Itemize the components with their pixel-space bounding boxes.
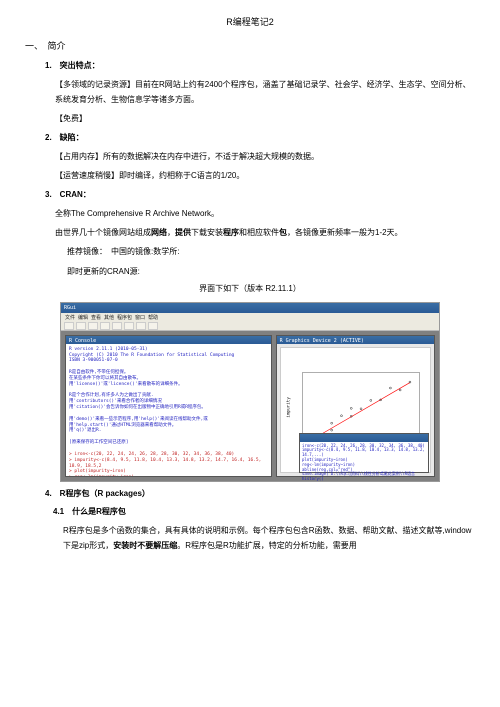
t: 下载安装	[191, 228, 223, 237]
screenshot-caption: 界面下如下（版本 R2.11.1）	[25, 283, 475, 296]
graphics-title: R Graphics Device 2 (ACTIVE)	[277, 336, 434, 344]
item-2-heading: 2. 缺陷：	[25, 132, 475, 145]
item-3-heading: 3. CRAN：	[25, 189, 475, 202]
toolbar-btn[interactable]	[100, 322, 110, 330]
item-3-p4: 即时更新的CRAN源:	[25, 264, 475, 279]
item-3-p1: 全称The Comprehensive R Archive Network。	[25, 206, 475, 221]
toolbar-btn[interactable]	[88, 322, 98, 330]
t: 和相应软件	[239, 228, 279, 237]
item-2-p2: 【运营速度稍慢】即时编译，约相称于C语言的1/20。	[25, 168, 475, 183]
item-3-p3: 推荐镜像： 中国的镜像:数学所:	[25, 244, 475, 259]
toolbar-btn[interactable]	[76, 322, 86, 330]
item-1-heading: 1. 突出特点：	[25, 60, 475, 73]
t: 提供	[175, 228, 191, 237]
toolbar-btn[interactable]	[64, 322, 74, 330]
section-1-heading: 一、 简介	[25, 39, 475, 53]
rgui-screenshot: RGui 文件 编辑 查看 其他 程序包 窗口 帮助 R Console R v…	[60, 302, 440, 482]
t: ，	[167, 228, 175, 237]
t: ，各镜像更新频率一般为1-2天。	[287, 228, 403, 237]
console-title: R Console	[66, 336, 271, 344]
t: 。R程序包是R功能扩展，特定的分析功能，需要用	[177, 541, 357, 550]
history-body[interactable]: iron<-c(20, 22, 24, 26, 28, 30, 32, 34, …	[300, 442, 428, 484]
item-2-p1: 【占用内存】所有的数据解决在内存中进行，不适于解决超大规模的数据。	[25, 149, 475, 164]
t: 包	[279, 228, 287, 237]
console-body[interactable]: R version 2.11.1 (2010-05-31)Copyright (…	[66, 344, 271, 476]
item-4-1-p1: R程序包是多个函数的集合，具有具体的说明和示例。每个程序包包含R函数、数据、帮助…	[25, 523, 475, 553]
rgui-title: RGui	[64, 304, 76, 312]
graphics-window: R Graphics Device 2 (ACTIVE) ironimpurit…	[276, 335, 435, 477]
t: 由世界几十个镜像网站组成	[55, 228, 151, 237]
item-1-p1: 【多领域的记录资源】目前在R网站上约有2400个程序包，涵盖了基础记录学、社会学…	[25, 77, 475, 107]
console-window: R Console R version 2.11.1 (2010-05-31)C…	[65, 335, 272, 477]
t: 网络	[151, 228, 167, 237]
toolbar-btn[interactable]	[124, 322, 134, 330]
toolbar-btn[interactable]	[136, 322, 146, 330]
item-3-p2: 由世界几十个镜像网站组成网络，提供下载安装程序和相应软件包，各镜像更新频率一般为…	[25, 225, 475, 240]
svg-text:impurity: impurity	[285, 396, 291, 417]
rgui-titlebar: RGui	[61, 303, 439, 313]
item-1-p2: 【免费】	[25, 111, 475, 126]
doc-title: R编程笔记2	[25, 15, 475, 29]
p1-label: 【多领域的记录资源】	[55, 80, 135, 89]
menubar[interactable]: 文件 编辑 查看 其他 程序包 窗口 帮助	[61, 313, 439, 321]
toolbar	[61, 321, 439, 331]
t: 安装时不要解压缩	[113, 541, 177, 550]
toolbar-btn[interactable]	[112, 322, 122, 330]
toolbar-btn[interactable]	[148, 322, 158, 330]
item-4-1-heading: 4.1 什么是R程序包	[25, 506, 475, 519]
history-title	[300, 434, 428, 442]
mdi-area: R Console R version 2.11.1 (2010-05-31)C…	[61, 331, 439, 481]
item-4-heading: 4. R程序包（R packages）	[25, 488, 475, 501]
t: 程序	[223, 228, 239, 237]
history-window: iron<-c(20, 22, 24, 26, 28, 30, 32, 34, …	[299, 433, 429, 473]
